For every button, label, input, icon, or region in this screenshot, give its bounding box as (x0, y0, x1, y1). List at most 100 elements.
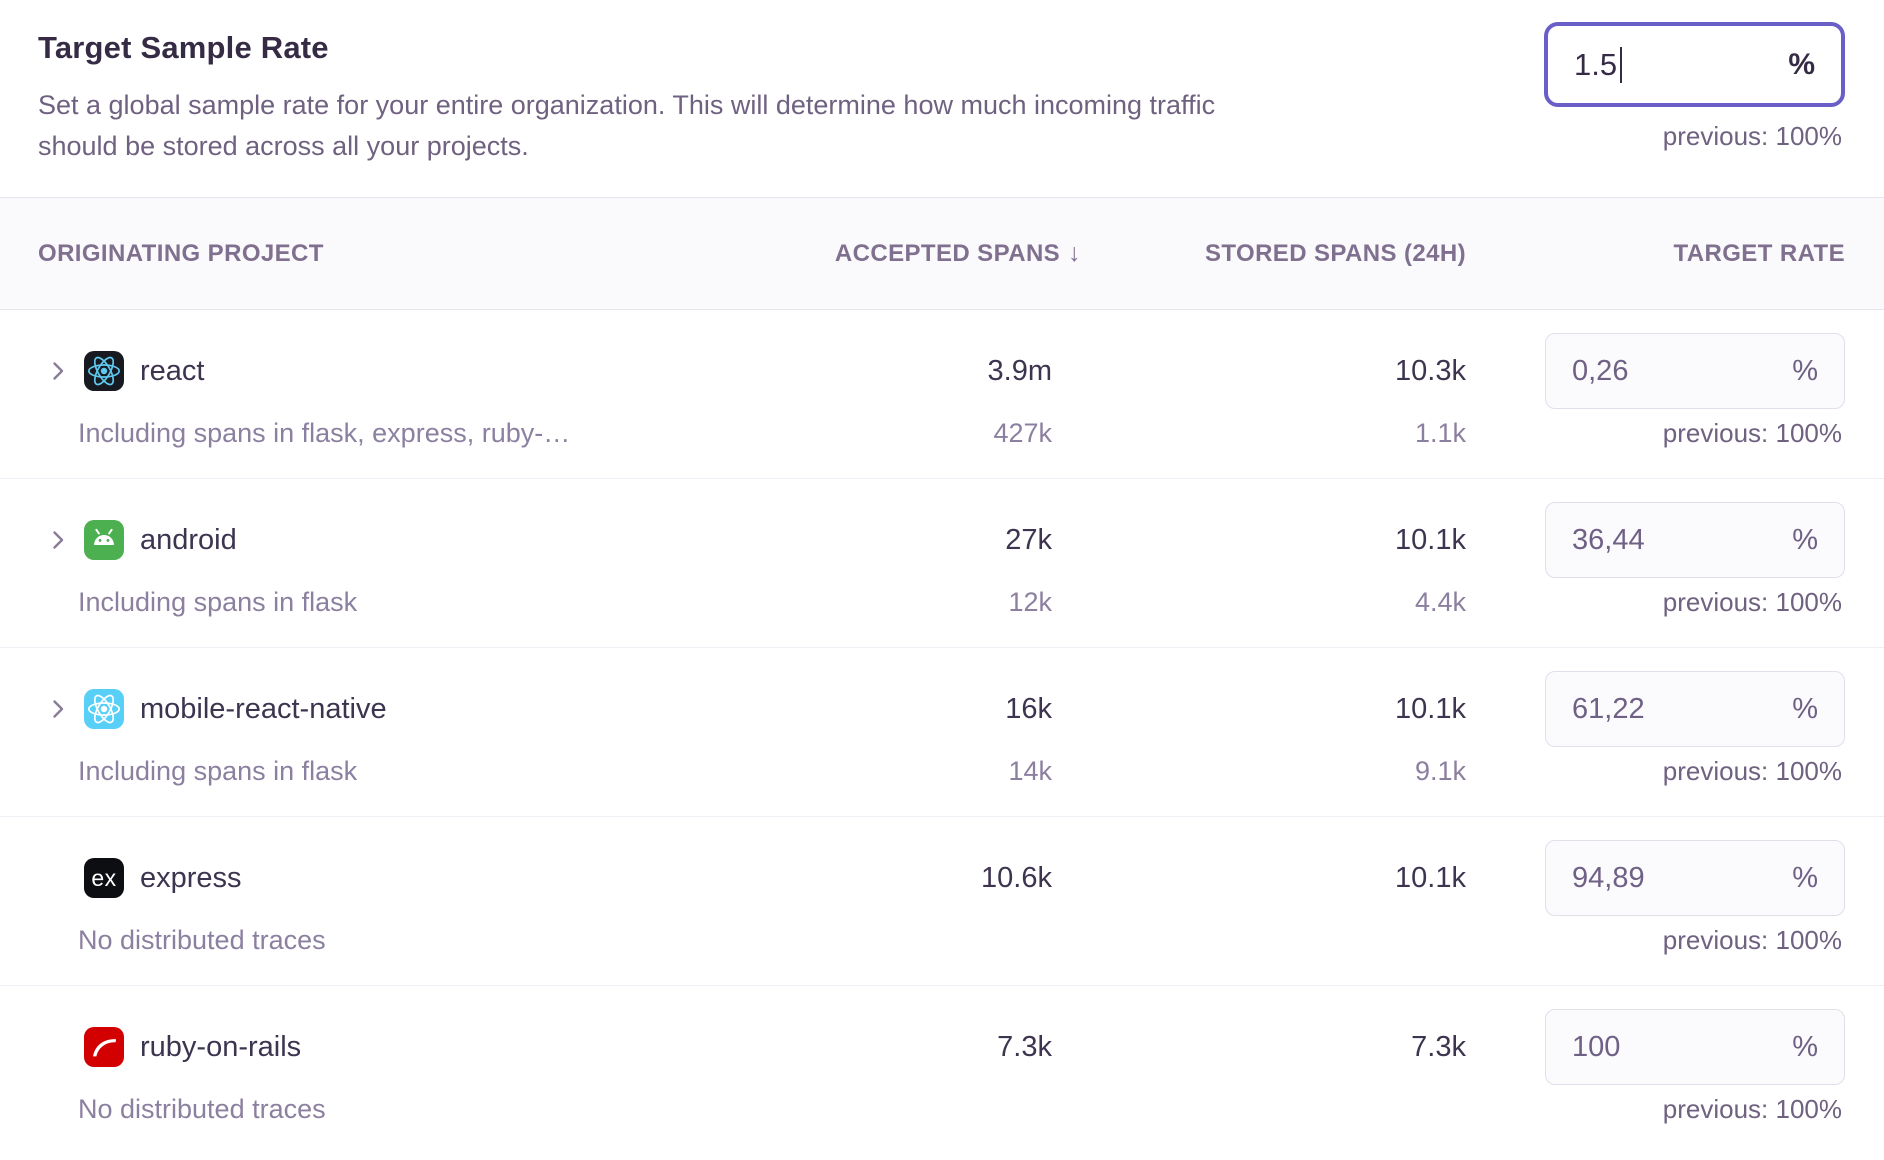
project-subtext: Including spans in flask, express, ruby-… (78, 417, 571, 448)
column-accepted-spans-label: ACCEPTED SPANS (834, 240, 1061, 267)
global-previous-rate: previous: 100% (1662, 121, 1842, 151)
previous-rate: previous: 100% (1662, 417, 1842, 448)
expand-chevron-icon[interactable] (46, 697, 70, 721)
accepted-spans-cell: 10.6k (832, 817, 1052, 985)
column-stored-spans: STORED SPANS (24H) (1204, 239, 1466, 267)
previous-rate: previous: 100% (1662, 924, 1842, 955)
accepted-spans-cell: 3.9m 427k (832, 310, 1052, 478)
project-table: react Including spans in flask, express,… (0, 310, 1884, 1157)
page-description: Set a global sample rate for your entire… (38, 85, 1215, 167)
percent-suffix: % (1792, 861, 1818, 894)
project-subtext: No distributed traces (78, 924, 326, 955)
table-row: mobile-react-native Including spans in f… (0, 648, 1884, 817)
page-description-line2: should be stored across all your project… (38, 131, 529, 161)
target-rate-value: 61,22 (1572, 692, 1645, 725)
percent-suffix: % (1792, 523, 1818, 556)
expand-chevron-icon[interactable] (46, 359, 70, 383)
stored-spans-subvalue: 9.1k (1414, 755, 1466, 786)
project-name: express (140, 861, 242, 894)
project-cell: mobile-react-native Including spans in f… (38, 648, 832, 816)
stored-spans-subvalue (1052, 920, 1466, 960)
project-subtext: No distributed traces (78, 1093, 326, 1124)
accepted-spans-cell: 7.3k (832, 986, 1052, 1157)
sort-descending-arrow-icon: ↓ (1068, 239, 1081, 267)
table-header: ORIGINATING PROJECT ACCEPTED SPANS ↓ STOR… (0, 197, 1884, 310)
column-originating-project: ORIGINATING PROJECT (38, 239, 324, 267)
previous-rate: previous: 100% (1662, 586, 1842, 617)
project-name: android (140, 523, 237, 556)
target-rate-cell: 0,26 % previous: 100% (1466, 310, 1845, 478)
accepted-spans-subvalue: 427k (993, 417, 1052, 448)
project-cell: react Including spans in flask, express,… (38, 310, 832, 478)
stored-spans-cell: 10.1k (1052, 817, 1466, 985)
project-cell: ruby-on-rails No distributed traces (38, 986, 832, 1157)
target-rate-cell: 61,22 % previous: 100% (1466, 648, 1845, 816)
stored-spans-subvalue (1052, 1089, 1466, 1129)
project-subtext: Including spans in flask (78, 755, 358, 786)
target-rate-cell: 94,89 % previous: 100% (1466, 817, 1845, 985)
table-row: ruby-on-rails No distributed traces 7.3k… (0, 986, 1884, 1157)
project-subtext: Including spans in flask (78, 586, 358, 617)
stored-spans-value: 7.3k (1411, 1030, 1466, 1063)
table-row: ex express No distributed traces 10.6k 1… (0, 817, 1884, 986)
previous-rate: previous: 100% (1662, 1093, 1842, 1124)
accepted-spans-subvalue (832, 920, 1052, 960)
stored-spans-cell: 10.1k 4.4k (1052, 479, 1466, 647)
percent-suffix: % (1788, 47, 1815, 81)
accepted-spans-value: 10.6k (981, 861, 1052, 894)
stored-spans-cell: 10.3k 1.1k (1052, 310, 1466, 478)
accepted-spans-value: 3.9m (987, 354, 1052, 387)
column-target-rate: TARGET RATE (1673, 239, 1845, 267)
project-name: mobile-react-native (140, 692, 387, 725)
target-rate-input[interactable]: 61,22 % (1545, 671, 1845, 747)
rails-platform-icon (84, 1027, 124, 1067)
global-sample-rate-input[interactable]: 1.5 % (1544, 22, 1845, 107)
percent-suffix: % (1792, 692, 1818, 725)
stored-spans-value: 10.1k (1395, 861, 1466, 894)
stored-spans-cell: 7.3k (1052, 986, 1466, 1157)
table-row: react Including spans in flask, express,… (0, 310, 1884, 479)
target-rate-value: 36,44 (1572, 523, 1645, 556)
expand-chevron-icon[interactable] (46, 528, 70, 552)
target-rate-value: 100 (1572, 1030, 1621, 1063)
stored-spans-subvalue: 1.1k (1414, 417, 1466, 448)
accepted-spans-subvalue: 12k (1008, 586, 1052, 617)
table-row: android Including spans in flask 27k 12k… (0, 479, 1884, 648)
react-platform-icon (84, 351, 124, 391)
android-platform-icon (84, 520, 124, 560)
page-title: Target Sample Rate (38, 30, 329, 65)
target-rate-input[interactable]: 94,89 % (1545, 840, 1845, 916)
express-platform-icon: ex (84, 858, 124, 898)
previous-rate: previous: 100% (1662, 755, 1842, 786)
page-description-line1: Set a global sample rate for your entire… (38, 90, 1216, 120)
accepted-spans-value: 7.3k (997, 1030, 1052, 1063)
percent-suffix: % (1792, 354, 1818, 387)
stored-spans-cell: 10.1k 9.1k (1052, 648, 1466, 816)
accepted-spans-subvalue (832, 1089, 1052, 1129)
react-platform-icon (84, 689, 124, 729)
target-rate-input[interactable]: 36,44 % (1545, 502, 1845, 578)
project-cell: ex express No distributed traces (38, 817, 832, 985)
accepted-spans-cell: 27k 12k (832, 479, 1052, 647)
project-name: ruby-on-rails (140, 1030, 302, 1063)
target-rate-value: 0,26 (1572, 354, 1629, 387)
accepted-spans-cell: 16k 14k (832, 648, 1052, 816)
target-rate-cell: 100 % previous: 100% (1466, 986, 1845, 1157)
target-rate-input[interactable]: 100 % (1545, 1009, 1845, 1085)
accepted-spans-subvalue: 14k (1008, 755, 1052, 786)
global-sample-rate-value: 1.5 (1574, 46, 1618, 82)
percent-suffix: % (1792, 1030, 1818, 1063)
stored-spans-value: 10.3k (1395, 354, 1466, 387)
column-accepted-spans[interactable]: ACCEPTED SPANS ↓ (832, 239, 1081, 268)
project-name: react (140, 354, 205, 387)
target-rate-cell: 36,44 % previous: 100% (1466, 479, 1845, 647)
accepted-spans-value: 27k (1005, 523, 1052, 556)
text-cursor (1620, 46, 1623, 83)
target-sample-rate-section: Target Sample Rate Set a global sample r… (0, 0, 1884, 197)
target-rate-input[interactable]: 0,26 % (1545, 333, 1845, 409)
stored-spans-subvalue: 4.4k (1414, 586, 1466, 617)
project-cell: android Including spans in flask (38, 479, 832, 647)
accepted-spans-value: 16k (1005, 692, 1052, 725)
target-rate-value: 94,89 (1572, 861, 1645, 894)
stored-spans-value: 10.1k (1395, 523, 1466, 556)
